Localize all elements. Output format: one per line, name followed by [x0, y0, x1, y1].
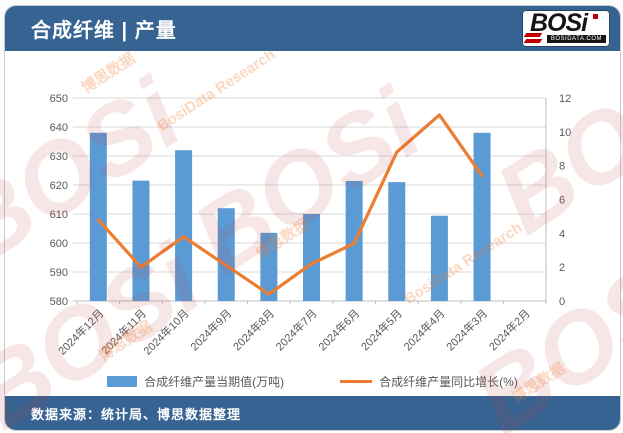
bosi-logo: BOSi BOSIDATA.COM	[522, 9, 610, 47]
footer-bar: 数据来源：统计局、博思数据整理	[5, 396, 620, 430]
header-bar: 合成纤维 | 产量 BOSi BOSIDATA.COM	[5, 6, 620, 51]
legend-line-label: 合成纤维产量同比增长(%)	[379, 374, 518, 389]
svg-text:600: 600	[50, 238, 68, 250]
svg-text:2024年7月: 2024年7月	[273, 306, 320, 353]
svg-text:6: 6	[559, 195, 565, 207]
svg-text:2024年2月: 2024年2月	[486, 306, 533, 353]
svg-text:620: 620	[50, 180, 68, 192]
svg-text:2024年5月: 2024年5月	[358, 306, 405, 353]
bosi-logo-site: BOSIDATA.COM	[546, 35, 606, 43]
chart-area: 580 590 600 610 620 630 640 650 0 2 4 6 8 10 12 2024年12…	[5, 51, 620, 366]
svg-text:2024年8月: 2024年8月	[230, 306, 277, 353]
legend-line-swatch-icon	[340, 379, 373, 383]
legend-bar-swatch-icon	[107, 375, 138, 387]
svg-text:610: 610	[50, 209, 68, 221]
svg-text:4: 4	[559, 228, 565, 240]
svg-text:8: 8	[559, 161, 565, 173]
logo-stripe-icon	[523, 39, 543, 43]
svg-text:2024年10月: 2024年10月	[140, 306, 191, 357]
svg-text:2024年12月: 2024年12月	[55, 306, 106, 357]
svg-text:580: 580	[50, 296, 68, 308]
chart-card: 合成纤维 | 产量 BOSi BOSIDATA.COM 580 590 600 610…	[4, 5, 621, 431]
bosi-logo-dot-icon	[593, 14, 598, 19]
svg-text:0: 0	[559, 296, 565, 308]
svg-text:2024年3月: 2024年3月	[443, 306, 490, 353]
logo-stripe-icon	[523, 33, 543, 37]
legend-bar-label: 合成纤维产量当期值(万吨)	[144, 374, 285, 389]
svg-text:640: 640	[50, 122, 68, 134]
svg-text:2024年6月: 2024年6月	[315, 306, 362, 353]
chart-legend: 合成纤维产量当期值(万吨) 合成纤维产量同比增长(%)	[5, 366, 620, 396]
bosi-logo-text: BOSi	[530, 9, 588, 37]
svg-text:650: 650	[50, 93, 68, 105]
legend-item-bar: 合成纤维产量当期值(万吨)	[107, 373, 284, 390]
svg-text:10: 10	[559, 127, 571, 139]
svg-text:2024年4月: 2024年4月	[400, 306, 447, 353]
legend-item-line: 合成纤维产量同比增长(%)	[340, 373, 518, 390]
svg-text:590: 590	[50, 267, 68, 279]
data-source-text: 数据来源：统计局、博思数据整理	[31, 406, 242, 422]
svg-text:630: 630	[50, 151, 68, 163]
svg-text:12: 12	[559, 93, 571, 105]
svg-text:2: 2	[559, 262, 565, 274]
page-title: 合成纤维 | 产量	[31, 20, 177, 42]
chart-svg: 580 590 600 610 620 630 640 650 0 2 4 6 8 10 12 2024年12…	[50, 93, 572, 358]
svg-text:2024年9月: 2024年9月	[187, 306, 234, 353]
